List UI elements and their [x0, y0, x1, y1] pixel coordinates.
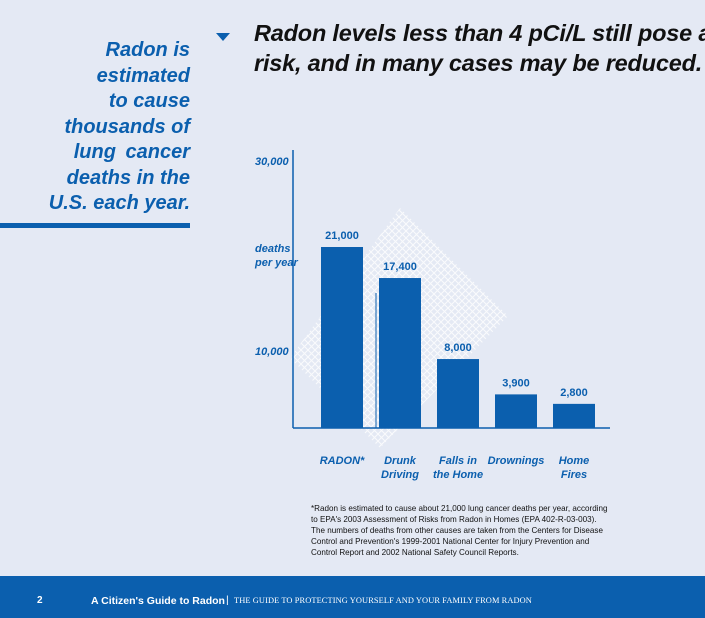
bar	[553, 403, 595, 428]
sidebar-quote-line: U.S. each year.	[48, 192, 190, 214]
bar-value-label: 8,000	[444, 342, 472, 354]
page-footer: 2 A Citizen's Guide to Radon | THE GUIDE…	[0, 576, 705, 618]
sidebar-quote-line: thousands of	[64, 115, 190, 138]
guide-title: A Citizen's Guide to Radon	[91, 595, 225, 607]
bar-value-label: 21,000	[325, 230, 359, 242]
headline-line: risk, and in many cases may be reduced.	[254, 50, 703, 76]
bar-value-label: 2,800	[560, 387, 588, 399]
category-label: Drunk	[384, 455, 417, 467]
bar	[437, 359, 479, 428]
sidebar-divider	[0, 223, 190, 228]
bar	[321, 247, 363, 428]
sidebar-quote: Radon is estimated to cause thousands of…	[40, 38, 190, 217]
category-label: Home	[559, 455, 590, 467]
footnote: *Radon is estimated to cause about 21,00…	[311, 504, 608, 557]
y-tick-label: 30,000	[255, 156, 290, 168]
headline: Radon levels less than 4 pCi/L still pos…	[254, 18, 705, 78]
category-label: Driving	[381, 469, 419, 481]
footer-subtitle: THE GUIDE TO PROTECTING YOURSELF AND YOU…	[234, 596, 532, 605]
y-axis-label: per year	[254, 257, 299, 269]
bullet-triangle-icon	[216, 33, 230, 41]
sidebar-quote-line: deaths in the	[66, 166, 190, 189]
category-label: Falls in	[439, 455, 477, 467]
page-number: 2	[37, 595, 43, 606]
bar	[379, 278, 421, 428]
sidebar-quote-line: lung cancer	[73, 141, 190, 163]
footer-separator: |	[226, 594, 229, 606]
y-tick-label: 10,000	[255, 346, 290, 358]
category-label: Fires	[561, 469, 587, 481]
sidebar-quote-line: to cause	[108, 90, 190, 112]
category-label: the Home	[433, 469, 483, 481]
bar-chart: 30,000 10,000 deaths per year 21,000 RADON* 17…	[254, 150, 610, 481]
sidebar-quote-line: Radon is	[105, 39, 190, 61]
bar-value-label: 3,900	[502, 377, 530, 389]
headline-line: Radon levels less than 4 pCi/L still pos…	[254, 20, 705, 46]
bar-value-label: 17,400	[383, 261, 417, 273]
category-label: RADON*	[320, 455, 365, 467]
sidebar-quote-line: estimated	[96, 64, 190, 87]
bar	[495, 394, 537, 428]
category-label: Drownings	[488, 455, 545, 467]
y-axis-label: deaths	[255, 243, 290, 255]
